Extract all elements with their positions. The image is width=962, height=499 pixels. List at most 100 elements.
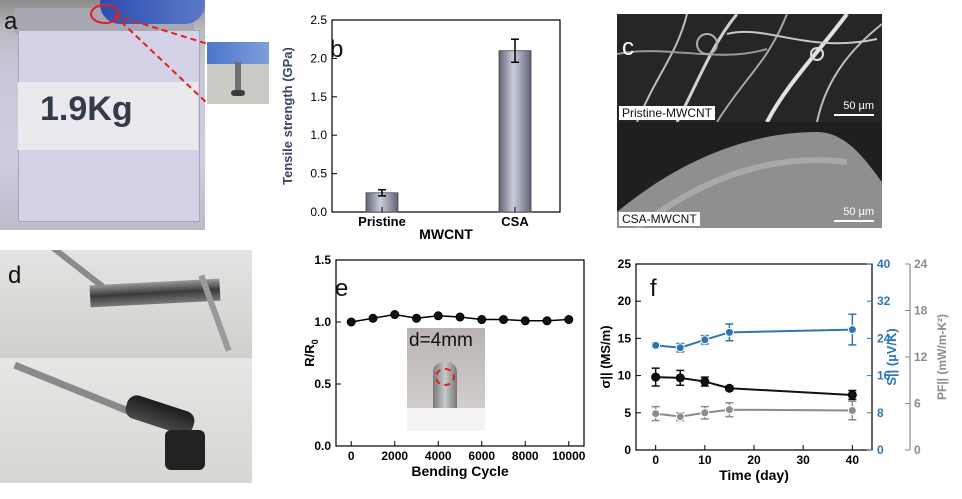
data-point bbox=[520, 316, 530, 326]
y-tick-label: 10 bbox=[618, 369, 632, 383]
x-tick-label: 2000 bbox=[381, 449, 408, 463]
data-point-seebeck bbox=[700, 335, 710, 345]
data-point-power_factor bbox=[651, 409, 661, 419]
tensile-strength-chart: 0.0 0.5 1.0 1.5 2.0 2.5 Pristine CSA MWCNT Tensil… bbox=[280, 13, 561, 242]
x-tick-label: 40 bbox=[846, 453, 860, 467]
data-point-seebeck bbox=[675, 343, 685, 353]
tweezer-icon bbox=[13, 361, 137, 418]
sem-image-csa: CSA-MWCNT 50 µm bbox=[617, 122, 882, 228]
y-tick-label: 1.5 bbox=[310, 90, 327, 104]
stability-chart: 0 5 10 15 20 25 0 8 16 24 32 40 0 6 12 18 24 0 10 20 30 40 Tim… bbox=[598, 257, 949, 483]
plot-frame bbox=[331, 19, 561, 213]
y-axis-label-right2: PF|| (mW/m-K²) bbox=[935, 314, 949, 400]
x-axis-label: Bending Cycle bbox=[411, 463, 508, 479]
panel-d-photo-flat bbox=[0, 250, 252, 358]
x-axis-label: MWCNT bbox=[419, 226, 473, 242]
data-point bbox=[390, 310, 400, 320]
y-tick-label: 12 bbox=[914, 350, 928, 364]
foam-block bbox=[407, 408, 485, 431]
bending-inset-photo: d=4mm bbox=[407, 328, 485, 431]
highlight-circle bbox=[90, 4, 120, 24]
y-tick-label: 0.0 bbox=[310, 205, 327, 219]
weight-label-paper bbox=[18, 82, 198, 150]
data-point-seebeck bbox=[847, 325, 857, 335]
panel-label-a: a bbox=[4, 8, 18, 35]
bar-csa bbox=[498, 50, 532, 213]
csa-surface-texture bbox=[617, 132, 882, 228]
y-tick-label: 0.0 bbox=[314, 439, 331, 453]
panel-label-c: c bbox=[622, 34, 634, 61]
y-tick-label: 40 bbox=[877, 257, 891, 271]
y-tick-label: 20 bbox=[618, 294, 632, 308]
y-tick-label: 1.5 bbox=[314, 253, 331, 267]
y-tick-label: 16 bbox=[877, 369, 891, 383]
data-point bbox=[477, 315, 487, 325]
data-point-power_factor bbox=[675, 412, 685, 422]
inset-diameter-label: d=4mm bbox=[409, 330, 473, 351]
series-line-seebeck bbox=[655, 328, 853, 349]
data-point bbox=[433, 311, 443, 321]
tweezer-icon bbox=[231, 90, 245, 96]
y-tick-label: 0 bbox=[624, 443, 631, 457]
y-tick-label: 24 bbox=[914, 257, 928, 271]
x-tick-label: 8000 bbox=[512, 449, 539, 463]
y-tick-label: 0 bbox=[914, 443, 921, 457]
data-point bbox=[411, 313, 421, 323]
data-point bbox=[455, 312, 465, 322]
scale-bar bbox=[834, 114, 874, 116]
series-line-conductivity bbox=[655, 376, 853, 396]
data-point-power_factor bbox=[724, 405, 734, 415]
y-tick-label: 15 bbox=[618, 331, 632, 345]
data-point-conductivity bbox=[700, 377, 710, 387]
x-tick-label: 10000 bbox=[552, 449, 586, 463]
glove-icon bbox=[207, 42, 269, 64]
data-point bbox=[346, 317, 356, 327]
x-tick-label: 0 bbox=[652, 453, 659, 467]
data-point-conductivity bbox=[724, 383, 734, 393]
sem-caption-csa: CSA-MWCNT bbox=[619, 212, 700, 226]
film-strip bbox=[235, 62, 241, 96]
data-point-conductivity bbox=[847, 390, 857, 400]
plot-frame bbox=[335, 259, 585, 447]
plot-frame bbox=[635, 263, 873, 451]
data-point-seebeck bbox=[724, 327, 734, 337]
x-tick-label: 30 bbox=[796, 453, 810, 467]
y-tick-label: 25 bbox=[618, 257, 632, 271]
x-tick-label: 0 bbox=[348, 449, 355, 463]
data-point-power_factor bbox=[847, 405, 857, 415]
panel-label-d: d bbox=[8, 262, 22, 289]
y-tick-label: 0 bbox=[877, 443, 884, 457]
y-axis-label: Tensile strength (GPa) bbox=[280, 47, 295, 185]
y-tick-label: 0.5 bbox=[310, 167, 327, 181]
y-tick-label: 18 bbox=[914, 304, 928, 318]
sem-caption-pristine: Pristine-MWCNT bbox=[619, 106, 715, 120]
tweezer-icon bbox=[45, 250, 105, 289]
panel-a-photo: 1.9Kg bbox=[0, 0, 205, 230]
y-axis-label-left: σ|| (MS/m) bbox=[598, 325, 613, 388]
sem-image-pristine: Pristine-MWCNT 50 µm bbox=[617, 14, 882, 122]
y-tick-label: 2.0 bbox=[310, 51, 327, 65]
y-tick-label: 0.5 bbox=[314, 377, 331, 391]
x-tick-label: Pristine bbox=[358, 214, 406, 229]
y-tick-label: 8 bbox=[877, 406, 884, 420]
x-axis-label: Time (day) bbox=[719, 467, 789, 483]
x-tick-label: 20 bbox=[747, 453, 761, 467]
scale-bar-label: 50 µm bbox=[843, 206, 874, 218]
x-tick-label: CSA bbox=[501, 214, 529, 229]
x-tick-label: 10 bbox=[698, 453, 712, 467]
data-point bbox=[499, 315, 509, 325]
data-point-conductivity bbox=[651, 372, 661, 382]
y-tick-label: 24 bbox=[877, 331, 891, 345]
panel-label-e: e bbox=[335, 275, 349, 302]
data-point bbox=[564, 315, 574, 325]
weight-label: 1.9Kg bbox=[40, 90, 133, 128]
data-point bbox=[368, 313, 378, 323]
x-tick-label: 4000 bbox=[425, 449, 452, 463]
zoom-callout bbox=[113, 14, 209, 105]
zoom-inset-photo bbox=[207, 42, 269, 104]
y-axis-label: R/R0 bbox=[302, 339, 320, 366]
film-strip bbox=[165, 430, 205, 470]
series-line-power_factor bbox=[655, 408, 853, 418]
y-tick-label: 5 bbox=[624, 406, 631, 420]
y-tick-label: 32 bbox=[877, 294, 891, 308]
